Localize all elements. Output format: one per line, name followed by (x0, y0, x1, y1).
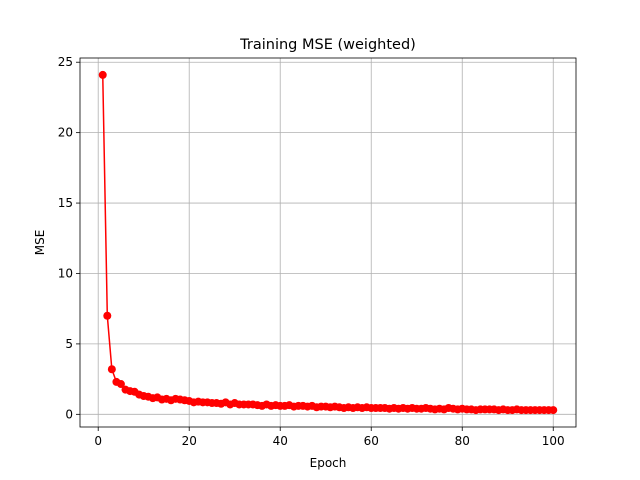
series-line (102, 74, 554, 411)
x-tick-label: 100 (542, 434, 565, 448)
y-axis-label: MSE (33, 230, 47, 256)
data-point (549, 406, 558, 415)
x-tick-label: 20 (182, 434, 197, 448)
y-tick-label: 25 (58, 55, 73, 69)
x-tick-label: 0 (94, 434, 102, 448)
grid (80, 58, 576, 427)
y-tick-label: 10 (58, 266, 73, 280)
series-layer (98, 70, 558, 415)
x-tick-label: 40 (273, 434, 288, 448)
data-point (107, 365, 116, 374)
x-tick-label: 80 (455, 434, 470, 448)
x-tick-label: 60 (364, 434, 379, 448)
data-point (98, 70, 107, 79)
ticks: 0 20 40 60 80 100 0 5 10 15 20 25 (58, 55, 565, 448)
data-point (116, 380, 125, 389)
chart-title: Training MSE (weighted) (239, 37, 416, 53)
data-point (103, 311, 112, 320)
y-tick-label: 0 (65, 407, 73, 421)
y-tick-label: 15 (58, 196, 73, 210)
y-tick-label: 5 (65, 337, 73, 351)
y-tick-label: 20 (58, 126, 73, 140)
x-axis-label: Epoch (310, 456, 347, 470)
plot-frame (79, 57, 577, 428)
